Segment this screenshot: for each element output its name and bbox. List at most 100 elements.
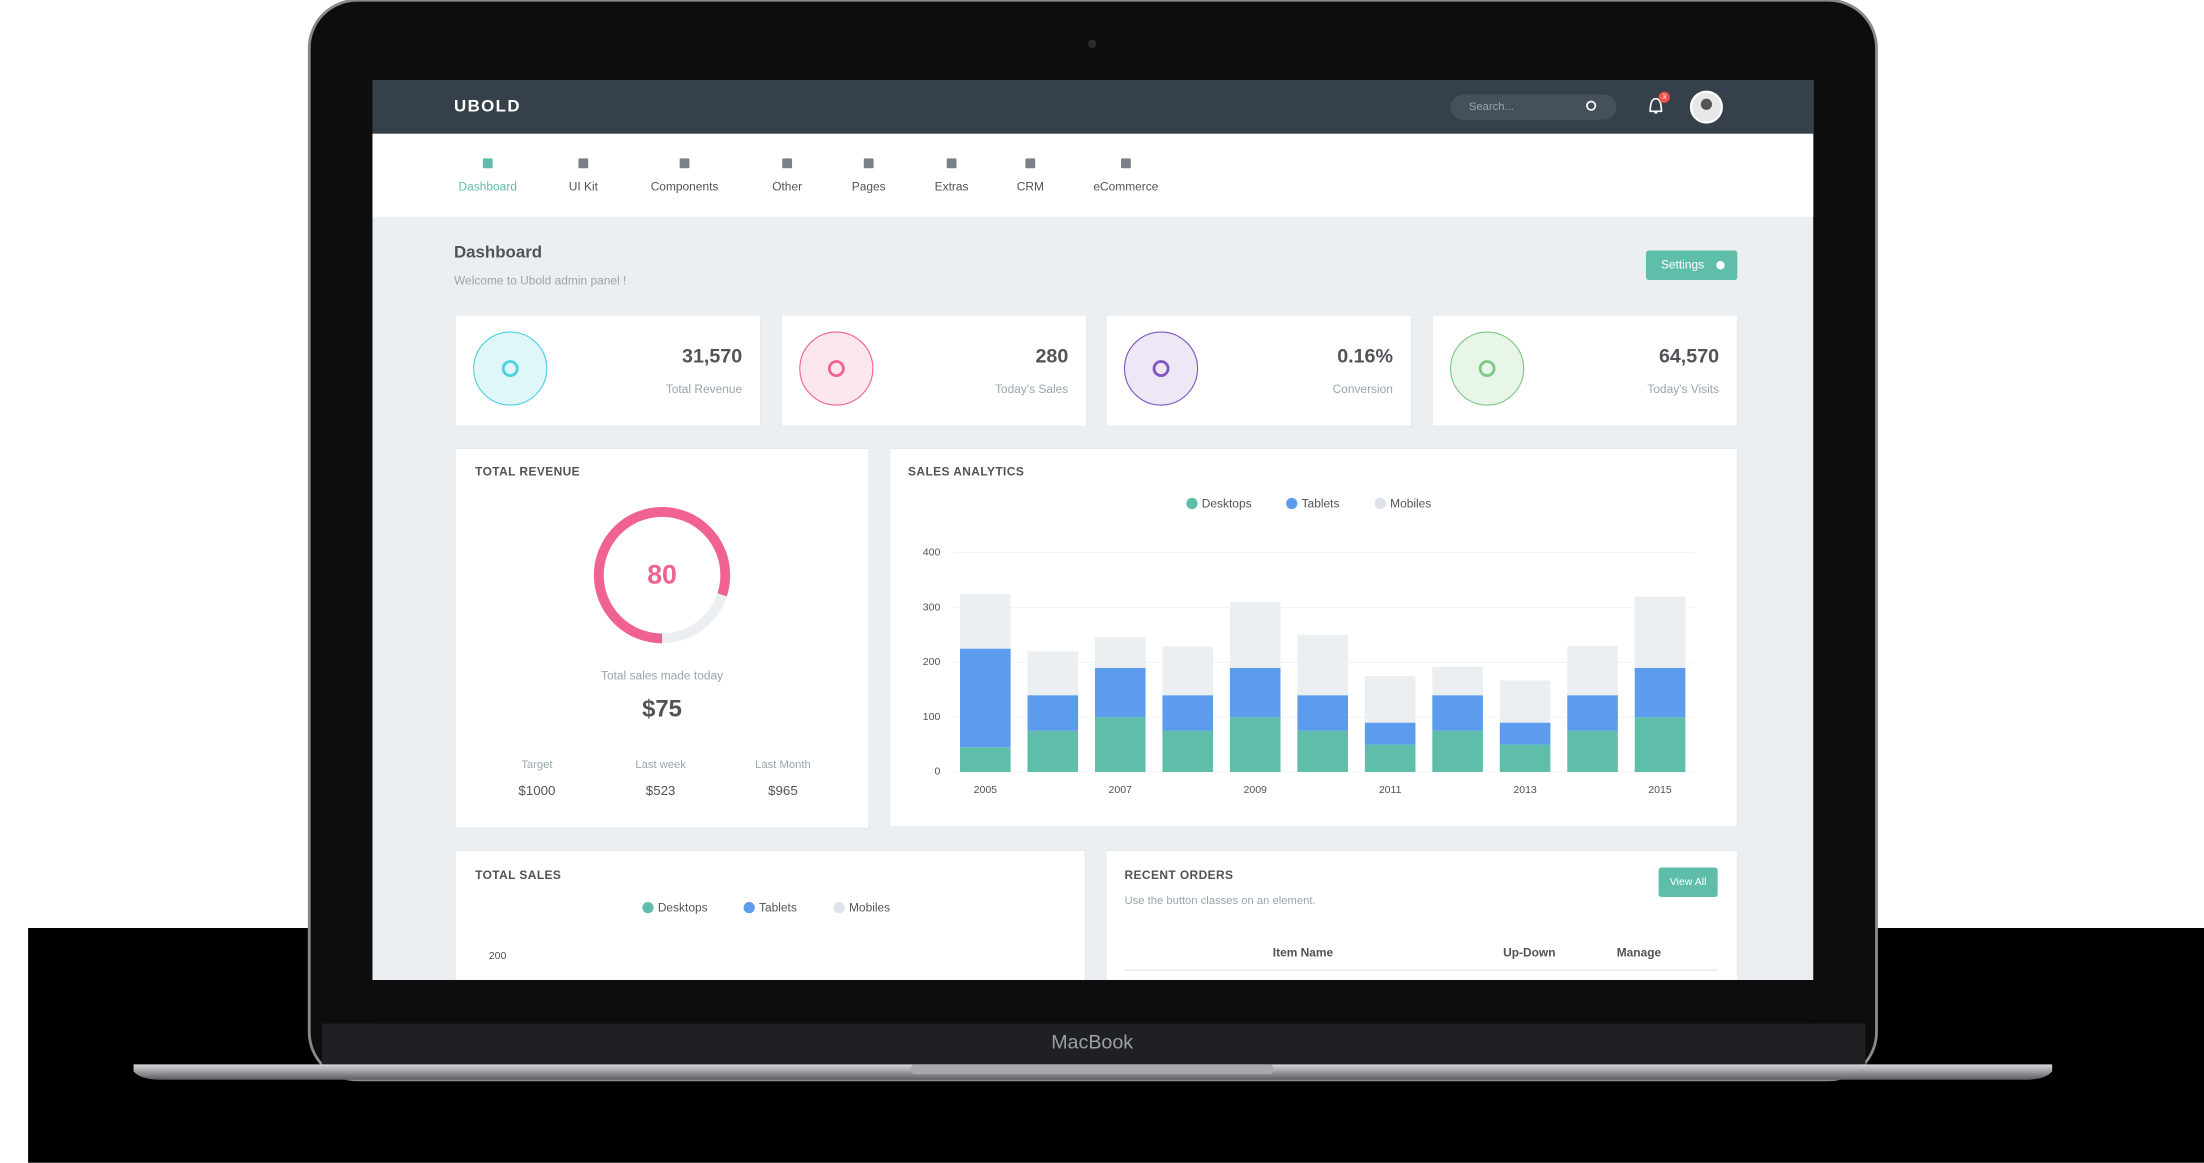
bar <box>960 593 1011 649</box>
metric-label: Target <box>521 759 553 771</box>
legend-label: Desktops <box>1202 496 1252 510</box>
legend-swatch <box>1186 497 1198 510</box>
nav-item[interactable]: Other <box>772 179 802 193</box>
card-title: TOTAL SALES <box>475 868 561 882</box>
bar <box>1162 695 1214 731</box>
column-header: Item Name <box>1273 945 1334 959</box>
bar <box>1567 695 1618 731</box>
badge <box>1658 91 1670 103</box>
legend-label: Mobiles <box>849 900 890 914</box>
legend-label: Tablets <box>1302 496 1340 510</box>
nav-item[interactable]: CRM <box>1017 179 1044 193</box>
stat-icon <box>1450 331 1525 406</box>
search-box[interactable] <box>1450 94 1617 120</box>
stat-icon <box>1123 331 1199 406</box>
bar <box>1567 730 1618 772</box>
x-tick-label: 2015 <box>1648 784 1672 796</box>
x-tick-label: 2007 <box>1109 784 1133 796</box>
stat-value: 31,570 <box>682 346 742 368</box>
stat-label: Total Revenue <box>666 382 743 396</box>
bar <box>1499 680 1551 723</box>
bar <box>1364 676 1416 723</box>
chin <box>321 1023 1866 1065</box>
settings-button[interactable] <box>1645 250 1738 280</box>
nav-item[interactable]: Pages <box>852 179 886 193</box>
bar <box>1499 744 1551 772</box>
bar <box>1364 722 1416 745</box>
chart: Desktops Tablets Mobiles 0 100 200 300 400 2005 2… <box>923 496 1694 796</box>
bar <box>1229 667 1281 718</box>
avatar-head <box>1700 98 1713 110</box>
legend-swatch <box>642 901 654 914</box>
x-tick-label: 2009 <box>1243 784 1267 796</box>
bar <box>1297 634 1348 696</box>
metric-value: $523 <box>646 783 676 798</box>
page-subtitle: Welcome to Ubold admin panel ! <box>454 274 626 288</box>
card <box>454 850 1086 985</box>
caption: Total sales made today <box>601 669 723 683</box>
y-tick-label: 100 <box>923 711 941 723</box>
settings-label: Settings <box>1661 257 1704 271</box>
bar <box>1027 695 1079 731</box>
x-tick-label: 2005 <box>974 784 998 796</box>
x-tick-label: 2011 <box>1379 784 1402 796</box>
bell-icon[interactable] <box>1649 97 1663 114</box>
stat-glyph <box>1152 360 1170 377</box>
column-header: Manage <box>1617 945 1662 959</box>
nav-icon <box>946 158 957 169</box>
bar <box>1432 730 1483 772</box>
nav-item[interactable]: Extras <box>935 179 969 193</box>
metric-label: Last Month <box>755 759 811 771</box>
stat-glyph <box>501 360 519 377</box>
stat-icon <box>473 331 548 406</box>
bar <box>1297 730 1348 772</box>
metric-value: $1000 <box>518 783 555 798</box>
stat-label: Today's Visits <box>1647 382 1719 396</box>
view-all-label: View All <box>1670 876 1707 888</box>
card <box>1105 850 1738 985</box>
bar <box>1162 646 1214 696</box>
card-subtitle: Use the button classes on an element. <box>1124 895 1315 907</box>
page-title: Dashboard <box>454 243 542 262</box>
bar <box>1162 730 1214 772</box>
badge-count: 3 <box>1662 94 1666 101</box>
nav-icon <box>482 158 493 169</box>
legend-swatch <box>1374 497 1386 510</box>
view-all-button[interactable] <box>1658 867 1718 898</box>
legend-swatch <box>743 901 755 914</box>
stat-icon <box>799 331 874 406</box>
laptop-label: MacBook <box>1051 1031 1133 1053</box>
nav-icon <box>679 158 690 169</box>
legend-label: Desktops <box>658 900 708 914</box>
nav-item[interactable]: Dashboard <box>459 179 517 193</box>
metric-value: $965 <box>768 783 798 798</box>
stat-label: Conversion <box>1333 382 1393 396</box>
y-tick-label: 200 <box>489 950 507 962</box>
bezel-bottom <box>372 979 1814 1024</box>
bar <box>1567 645 1618 696</box>
bar <box>1634 596 1686 668</box>
nav-item[interactable]: UI Kit <box>569 179 599 193</box>
y-tick-label: 400 <box>923 546 941 558</box>
nav-icon <box>863 158 874 169</box>
metric-label: Last week <box>635 759 686 771</box>
stat-glyph <box>1478 360 1496 377</box>
bar <box>1094 667 1146 718</box>
bar <box>1432 695 1483 731</box>
bar <box>960 648 1011 748</box>
nav-icon <box>782 158 793 169</box>
nav-bar <box>372 133 1814 217</box>
nav-icon <box>1120 158 1131 169</box>
bar <box>1229 717 1281 772</box>
logo[interactable]: UBOLD <box>454 97 521 116</box>
search-icon[interactable] <box>1586 100 1597 111</box>
nav-item[interactable]: eCommerce <box>1093 179 1158 193</box>
legend: Desktops Tablets Mobiles <box>642 900 890 914</box>
bar <box>1094 637 1146 668</box>
nav-item[interactable]: Components <box>651 179 719 193</box>
gauge-value: 80 <box>647 560 677 590</box>
amount: $75 <box>642 695 682 722</box>
bar <box>1297 695 1348 731</box>
column-header: Up-Down <box>1503 945 1555 959</box>
